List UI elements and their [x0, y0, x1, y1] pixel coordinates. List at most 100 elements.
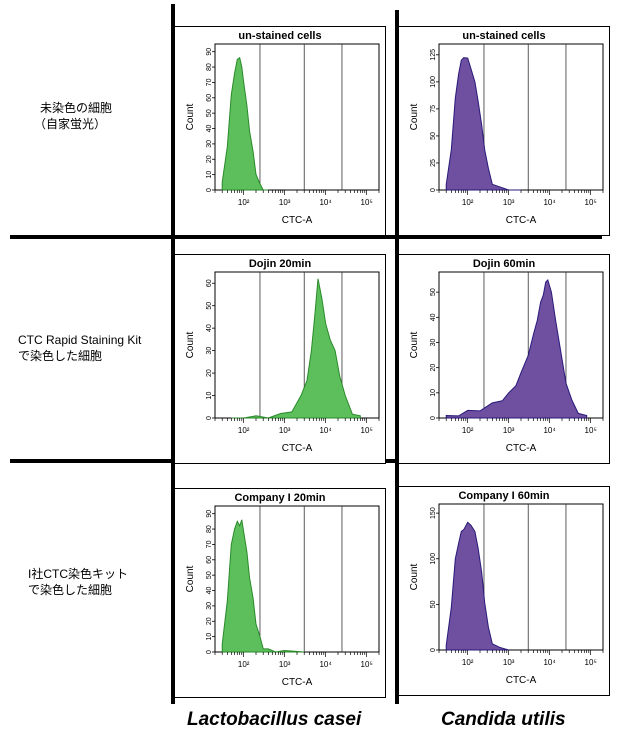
panel-title: Dojin 60min	[472, 258, 536, 270]
y-tick-label: 20	[206, 617, 213, 625]
x-tick-label: 10⁵	[361, 426, 373, 435]
y-tick-label: 25	[430, 159, 437, 167]
panel-title: un-stained cells	[462, 30, 546, 42]
x-tick-label: 10³	[503, 198, 515, 207]
histogram-area	[445, 521, 509, 651]
x-axis-label: CTC-A	[282, 215, 313, 226]
y-tick-label: 90	[206, 48, 213, 56]
x-tick-label: 10⁴	[319, 198, 332, 207]
column-label-lactobacillus: Lactobacillus casei	[187, 709, 362, 730]
y-tick-label: 20	[206, 155, 213, 163]
y-tick-label: 30	[206, 347, 213, 355]
x-axis-label: CTC-A	[282, 443, 313, 454]
histogram-area	[445, 279, 588, 419]
x-tick-label: 10³	[279, 426, 291, 435]
histogram-area	[231, 278, 361, 419]
vertical-divider-left	[171, 4, 175, 704]
x-tick-label: 10³	[279, 660, 291, 669]
y-tick-label: 50	[206, 302, 213, 310]
panel-title: Company I 60min	[458, 490, 550, 502]
x-tick-label: 10³	[279, 198, 291, 207]
histogram-area	[221, 56, 269, 191]
y-tick-label: 150	[430, 507, 437, 519]
x-tick-label: 10²	[238, 198, 250, 207]
histogram-panel-row1-candida: 0 25 50 75 100 125 10² 10³ 10⁴ 10⁵ CTC-A Count un-s…	[398, 26, 610, 236]
y-axis-label: Count	[409, 331, 420, 358]
row-label-2-line-2: で染色した細胞	[18, 349, 103, 363]
row-label-2: CTC Rapid Staining Kit で染色した細胞	[18, 332, 141, 364]
y-tick-label: 30	[430, 338, 437, 346]
y-tick-label: 70	[206, 78, 213, 86]
y-tick-label: 10	[206, 633, 213, 641]
y-tick-label: 80	[206, 525, 213, 533]
y-tick-label: 50	[206, 109, 213, 117]
x-axis-label: CTC-A	[506, 675, 537, 686]
x-axis-label: CTC-A	[506, 443, 537, 454]
histogram-area	[445, 57, 521, 191]
y-tick-label: 70	[206, 540, 213, 548]
y-tick-label: 10	[206, 171, 213, 179]
y-tick-label: 0	[206, 416, 213, 420]
row-label-3-line-1: I社CTC染色キット	[28, 567, 128, 581]
horizontal-divider-top	[10, 235, 602, 239]
y-tick-label: 40	[206, 324, 213, 332]
row-label-3-line-2: で染色した細胞	[28, 583, 113, 597]
histogram-panel-row3-lactobacillus: 0 10 20 30 40 50 60 70 80 90 10² 10³ 10⁴ 10⁵ CTC-A Coun…	[174, 488, 386, 698]
histogram-area	[221, 519, 305, 653]
y-axis-label: Count	[409, 563, 420, 590]
panel-title: Dojin 20min	[248, 258, 312, 270]
histogram-svg: 0 10 20 30 40 50 60 70 80 90 10² 10³ 10⁴ 10⁵ CTC-A Coun…	[185, 505, 380, 688]
y-tick-label: 50	[430, 600, 437, 608]
x-tick-label: 10³	[503, 426, 515, 435]
row-label-1: 未染色の細胞 （自家蛍光）	[34, 100, 113, 132]
column-label-candida: Candida utilis	[441, 709, 566, 730]
histogram-panel-row2-lactobacillus: 0 10 20 30 40 50 60 10² 10³ 10⁴ 10⁵ CTC-A Count Doji…	[174, 254, 386, 464]
histogram-panel-row1-lactobacillus: 0 10 20 30 40 50 60 70 80 90 10² 10³ 10⁴ 10⁵ CTC-A Coun…	[174, 26, 386, 236]
y-tick-label: 40	[206, 587, 213, 595]
row-label-1-line-2: （自家蛍光）	[34, 117, 107, 131]
y-axis-label: Count	[409, 103, 420, 130]
x-tick-label: 10⁵	[361, 198, 373, 207]
row-label-1-line-1: 未染色の細胞	[40, 101, 113, 115]
y-tick-label: 0	[430, 648, 437, 652]
y-tick-label: 60	[206, 94, 213, 102]
y-tick-label: 100	[430, 76, 437, 88]
x-tick-label: 10²	[462, 198, 474, 207]
y-tick-label: 30	[206, 602, 213, 610]
y-tick-label: 20	[430, 364, 437, 372]
x-tick-label: 10⁵	[585, 658, 597, 667]
plot-frame	[214, 271, 380, 419]
y-tick-label: 50	[430, 132, 437, 140]
histogram-svg: 0 10 20 30 40 50 60 10² 10³ 10⁴ 10⁵ CTC-A Count	[185, 271, 380, 454]
y-tick-label: 125	[430, 49, 437, 61]
y-axis-label: Count	[185, 103, 196, 130]
x-tick-label: 10²	[462, 426, 474, 435]
x-axis-label: CTC-A	[506, 215, 537, 226]
x-tick-label: 10⁴	[543, 198, 556, 207]
histogram-svg: 0 10 20 30 40 50 10² 10³ 10⁴ 10⁵ CTC-A Count	[409, 271, 604, 454]
row-label-2-line-1: CTC Rapid Staining Kit	[18, 333, 142, 347]
x-tick-label: 10²	[238, 426, 250, 435]
y-tick-label: 60	[206, 556, 213, 564]
y-tick-label: 20	[206, 369, 213, 377]
y-tick-label: 40	[430, 313, 437, 321]
y-tick-label: 0	[206, 650, 213, 654]
y-tick-label: 0	[430, 416, 437, 420]
x-tick-label: 10⁴	[543, 426, 556, 435]
panel-title: un-stained cells	[238, 30, 322, 42]
x-tick-label: 10⁵	[585, 426, 597, 435]
x-axis-label: CTC-A	[282, 677, 313, 688]
y-tick-label: 0	[430, 188, 437, 192]
y-tick-label: 50	[206, 571, 213, 579]
histogram-svg: 0 50 100 150 10² 10³ 10⁴ 10⁵ CTC-A Count	[409, 503, 604, 686]
y-tick-label: 50	[430, 288, 437, 296]
y-tick-label: 10	[430, 389, 437, 397]
y-tick-label: 40	[206, 125, 213, 133]
y-tick-label: 100	[430, 553, 437, 565]
y-axis-label: Count	[185, 565, 196, 592]
x-tick-label: 10⁵	[585, 198, 597, 207]
y-tick-label: 90	[206, 510, 213, 518]
vertical-divider-right	[395, 10, 399, 704]
y-tick-label: 0	[206, 188, 213, 192]
y-tick-label: 75	[430, 105, 437, 113]
